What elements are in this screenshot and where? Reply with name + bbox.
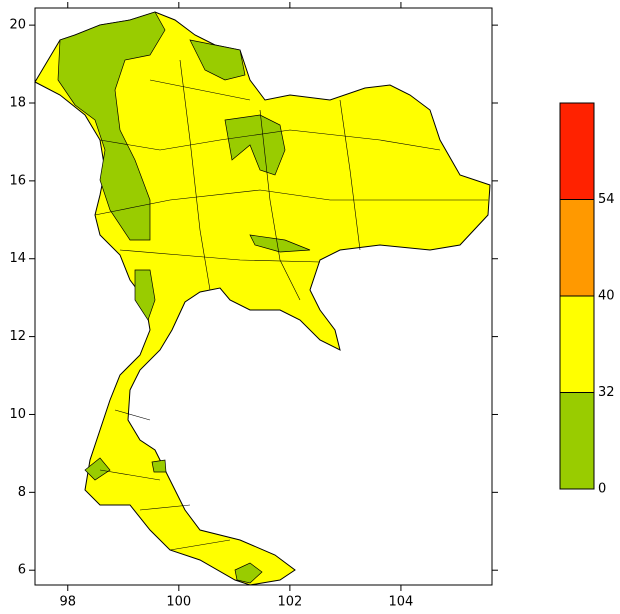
- x-tick-label: 102: [277, 595, 302, 610]
- x-tick-label: 98: [59, 595, 76, 610]
- y-tick-label: 8: [18, 485, 26, 500]
- colorbar-segment: [559, 392, 595, 490]
- colorbar-label: 40: [598, 289, 615, 304]
- zone: [224, 114, 286, 176]
- zone: [151, 459, 167, 473]
- y-tick-label: 12: [9, 329, 26, 344]
- border: [179, 59, 211, 291]
- zone: [189, 39, 246, 81]
- map-land: [34, 11, 491, 586]
- map-frame: [34, 7, 493, 586]
- zone: [234, 562, 263, 584]
- colorbar-segment: [559, 102, 595, 200]
- axes: 98 100 102 104 6 8 10 12 14 16 18 20: [9, 2, 498, 610]
- zone: [134, 269, 156, 321]
- province-lines: [94, 59, 488, 551]
- y-tick-label: 20: [9, 18, 26, 33]
- border: [99, 409, 231, 551]
- y-tick-label: 14: [9, 251, 26, 266]
- border: [99, 129, 441, 151]
- border: [94, 189, 488, 216]
- y-tick-label: 6: [18, 563, 26, 578]
- y-tick-label: 16: [9, 173, 26, 188]
- country-shape: [34, 11, 491, 586]
- x-tick-label: 100: [166, 595, 191, 610]
- y-tick-label: 10: [9, 407, 26, 422]
- zone: [84, 457, 111, 481]
- zone: [249, 234, 311, 253]
- border: [259, 109, 301, 301]
- colorbar-label: 0: [598, 482, 606, 497]
- green-zones: [57, 11, 311, 584]
- border: [149, 79, 251, 101]
- colorbar-label: 54: [598, 192, 615, 207]
- colorbar-segment: [559, 295, 595, 393]
- border: [339, 99, 361, 251]
- border: [119, 249, 321, 263]
- colorbar-label: 32: [598, 385, 615, 400]
- zone: [57, 11, 166, 241]
- colorbar-segment: [559, 199, 595, 297]
- x-tick-label: 104: [389, 595, 414, 610]
- y-tick-label: 18: [9, 95, 26, 110]
- colorbar: 0 32 40 54: [559, 102, 615, 497]
